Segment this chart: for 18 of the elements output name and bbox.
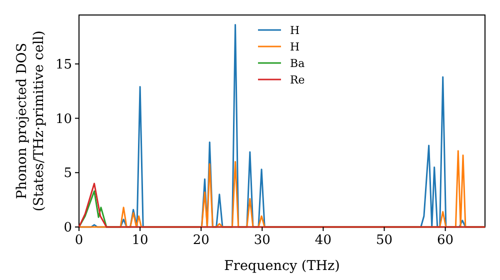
x-tick-label: 20 [192, 233, 210, 248]
x-tick-label: 30 [254, 233, 270, 248]
line-series [78, 182, 486, 228]
y-tick-label: 5 [64, 166, 72, 182]
x-axis-title: Frequency (THz) [224, 258, 340, 274]
x-tick-label: 10 [132, 233, 148, 248]
legend-label: H [290, 24, 300, 37]
y-tick-label: 15 [55, 57, 72, 72]
x-tick-label: 60 [437, 233, 454, 248]
y-tick-label: 0 [64, 220, 72, 236]
y-axis-title: Phonon projected DOS (States/THz·primitive cell) [14, 30, 47, 212]
x-tick-label: 50 [376, 233, 393, 248]
legend-label: Ba [290, 57, 306, 70]
x-tick-label: 0 [74, 233, 84, 248]
legend-label: Re [290, 74, 305, 86]
x-tick-label: 40 [314, 233, 332, 248]
legend-label: H [290, 40, 300, 54]
y-tick-label: 10 [55, 112, 72, 127]
